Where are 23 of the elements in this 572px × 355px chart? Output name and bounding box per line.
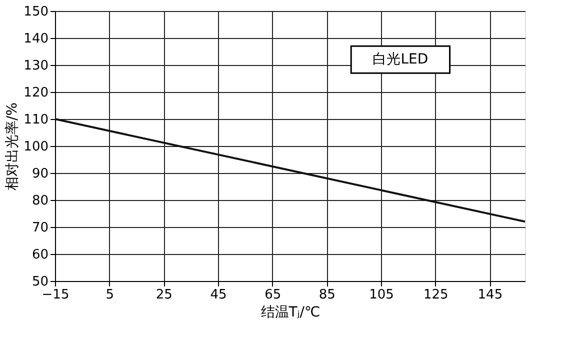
y-tick-label: 120 (24, 86, 48, 100)
y-tick-label: 100 (24, 140, 48, 154)
y-tick-label: 150 (24, 4, 48, 20)
y-tick-label: 140 (24, 32, 48, 46)
y-tick-label: 80 (32, 194, 48, 208)
y-tick-label: 60 (32, 248, 48, 262)
x-tick-label: 65 (264, 288, 282, 302)
y-tick-label: 50 (32, 274, 48, 290)
x-tick-label: 105 (369, 288, 394, 302)
x-tick-label: 125 (423, 288, 448, 302)
x-tick-label: 145 (478, 288, 503, 302)
x-tick-label: 85 (318, 288, 336, 302)
y-tick-label: 90 (32, 166, 48, 182)
y-axis-title: 相对出光率/% (4, 102, 21, 191)
x-tick-label: −15 (42, 288, 70, 302)
x-tick-label: 25 (156, 288, 172, 302)
y-tick-label: 130 (24, 58, 48, 74)
annotation: 白光LED (372, 52, 428, 68)
y-tick-label: 110 (24, 112, 48, 128)
x-axis-title: 结温Tⱼ/℃ (260, 304, 320, 320)
x-tick-label: 45 (210, 288, 227, 302)
x-tick-label: 5 (106, 288, 114, 302)
y-tick-label: 70 (32, 220, 48, 236)
